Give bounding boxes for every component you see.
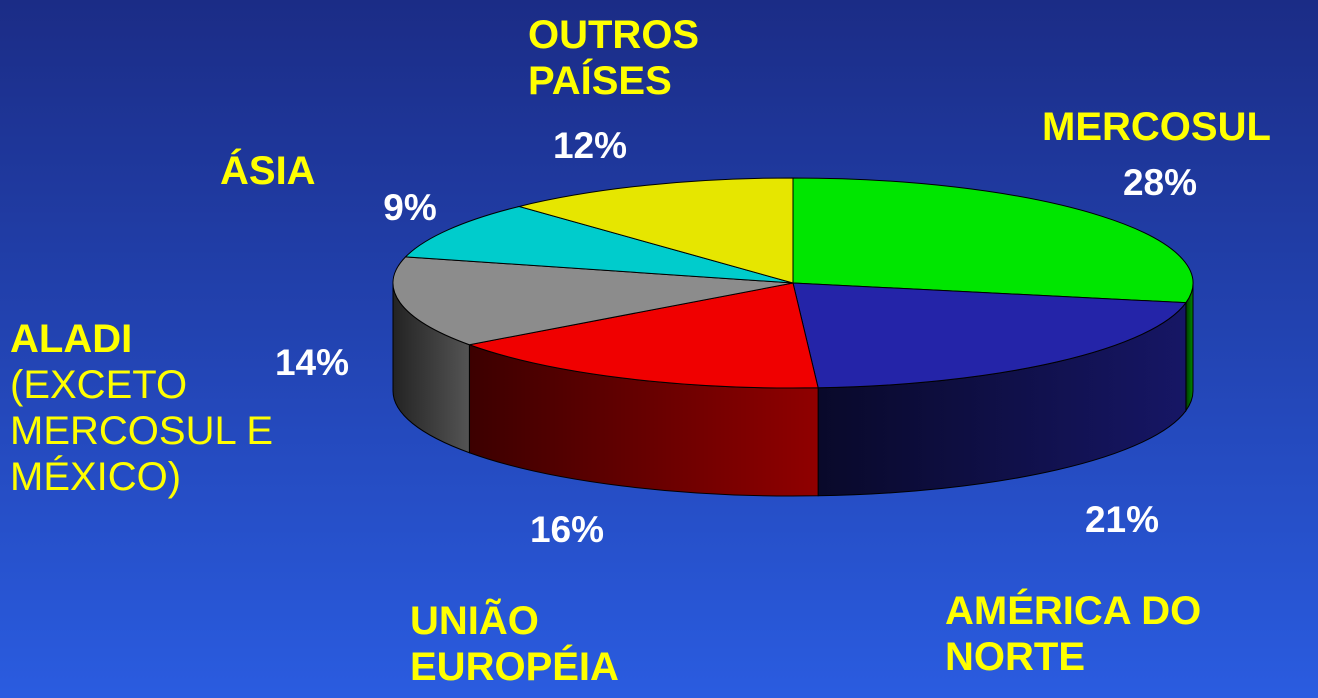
category-label: OUTROS PAÍSES [528, 13, 700, 103]
slice [792, 282, 1187, 389]
value-label: 12% [552, 125, 628, 166]
slice [404, 205, 794, 284]
value-label: 9% [383, 187, 437, 228]
slice [517, 177, 794, 284]
value-label: 28% [1122, 162, 1198, 203]
value-label: 16% [529, 509, 605, 550]
category-label: UNIÃO EUROPÉIA [410, 599, 619, 689]
slice [392, 256, 794, 346]
value-label: 14% [274, 342, 350, 383]
slice-side [1185, 282, 1194, 413]
category-label: MERCOSUL [1042, 105, 1271, 149]
value-label: 21% [1084, 499, 1160, 540]
slice [467, 282, 819, 389]
category-label: ÁSIA [220, 149, 316, 193]
category-label: AMÉRICA DO NORTE [945, 589, 1202, 679]
category-label: ALADI (EXCETO MERCOSUL E MÉXICO) [10, 317, 274, 499]
slice [792, 177, 1194, 304]
